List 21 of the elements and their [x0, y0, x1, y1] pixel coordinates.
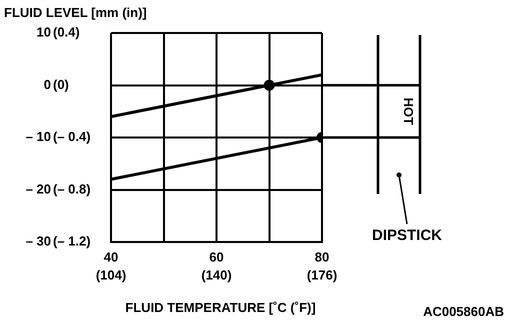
y-tick-label: 10 [36, 24, 51, 40]
x2-tick-label: (176) [306, 267, 338, 282]
x-tick-label: 40 [104, 249, 118, 264]
y-tick-label: – 30 [26, 234, 51, 249]
y2-tick-label: (– 0.4) [53, 129, 91, 144]
y2-tick-label: (– 0.8) [53, 181, 91, 196]
y-tick-label: 0 [44, 76, 51, 92]
y2-tick-label: (0.4) [53, 24, 80, 40]
y2-tick-label: (– 1.2) [53, 234, 91, 249]
y-tick-label: – 20 [26, 181, 51, 196]
text: AC005860AB [423, 304, 504, 319]
chart-title: FLUID LEVEL [mm (in)] [4, 5, 147, 20]
x-axis-title: FLUID TEMPERATURE [˚C (˚F)] [125, 300, 316, 315]
x2-tick-label: (140) [201, 267, 232, 282]
x-tick-label: 80 [314, 249, 330, 264]
x-tick-label: 60 [209, 249, 224, 264]
y2-tick-label: (0) [53, 76, 69, 92]
x2-tick-label: (104) [96, 267, 126, 282]
y-tick-label: – 10 [26, 129, 51, 144]
text: HOT [401, 98, 416, 126]
text: DIPSTICK [372, 227, 442, 244]
